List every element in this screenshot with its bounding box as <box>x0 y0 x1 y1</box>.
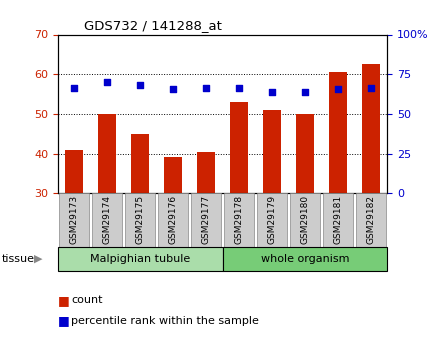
FancyBboxPatch shape <box>191 193 221 247</box>
Point <box>235 86 243 91</box>
FancyBboxPatch shape <box>58 247 222 271</box>
Point <box>104 79 111 85</box>
Text: GSM29176: GSM29176 <box>169 195 178 244</box>
Text: GDS732 / 141288_at: GDS732 / 141288_at <box>84 19 222 32</box>
Bar <box>98 114 116 193</box>
FancyBboxPatch shape <box>60 193 89 247</box>
Point <box>71 86 78 91</box>
Text: Malpighian tubule: Malpighian tubule <box>90 254 190 264</box>
FancyBboxPatch shape <box>224 193 254 247</box>
FancyBboxPatch shape <box>93 193 122 247</box>
Text: GSM29175: GSM29175 <box>136 195 145 244</box>
Bar <box>263 110 281 193</box>
Text: GSM29177: GSM29177 <box>202 195 210 244</box>
FancyBboxPatch shape <box>125 193 155 247</box>
Text: GSM29180: GSM29180 <box>300 195 309 244</box>
Text: GSM29174: GSM29174 <box>103 195 112 244</box>
Text: GSM29182: GSM29182 <box>366 195 375 244</box>
Bar <box>164 157 182 193</box>
Point <box>268 89 275 95</box>
Point <box>170 87 177 92</box>
Bar <box>65 150 83 193</box>
Text: ■: ■ <box>58 314 69 327</box>
Bar <box>296 114 314 193</box>
FancyBboxPatch shape <box>323 193 352 247</box>
Text: GSM29178: GSM29178 <box>235 195 243 244</box>
FancyBboxPatch shape <box>158 193 188 247</box>
Text: GSM29181: GSM29181 <box>333 195 342 244</box>
Text: GSM29179: GSM29179 <box>267 195 276 244</box>
Text: GSM29173: GSM29173 <box>70 195 79 244</box>
Text: percentile rank within the sample: percentile rank within the sample <box>71 316 259 326</box>
Text: ▶: ▶ <box>33 254 42 264</box>
Bar <box>197 151 215 193</box>
Point <box>334 87 341 92</box>
Point <box>202 85 210 90</box>
Point <box>367 86 374 91</box>
FancyBboxPatch shape <box>222 247 387 271</box>
Bar <box>131 134 149 193</box>
FancyBboxPatch shape <box>356 193 385 247</box>
Text: tissue: tissue <box>2 254 35 264</box>
FancyBboxPatch shape <box>257 193 287 247</box>
Point <box>137 82 144 88</box>
Bar <box>362 64 380 193</box>
Bar <box>230 102 248 193</box>
Bar <box>329 72 347 193</box>
Text: whole organism: whole organism <box>261 254 349 264</box>
Text: count: count <box>71 295 103 305</box>
Text: ■: ■ <box>58 294 69 307</box>
Point <box>301 90 308 95</box>
FancyBboxPatch shape <box>290 193 320 247</box>
